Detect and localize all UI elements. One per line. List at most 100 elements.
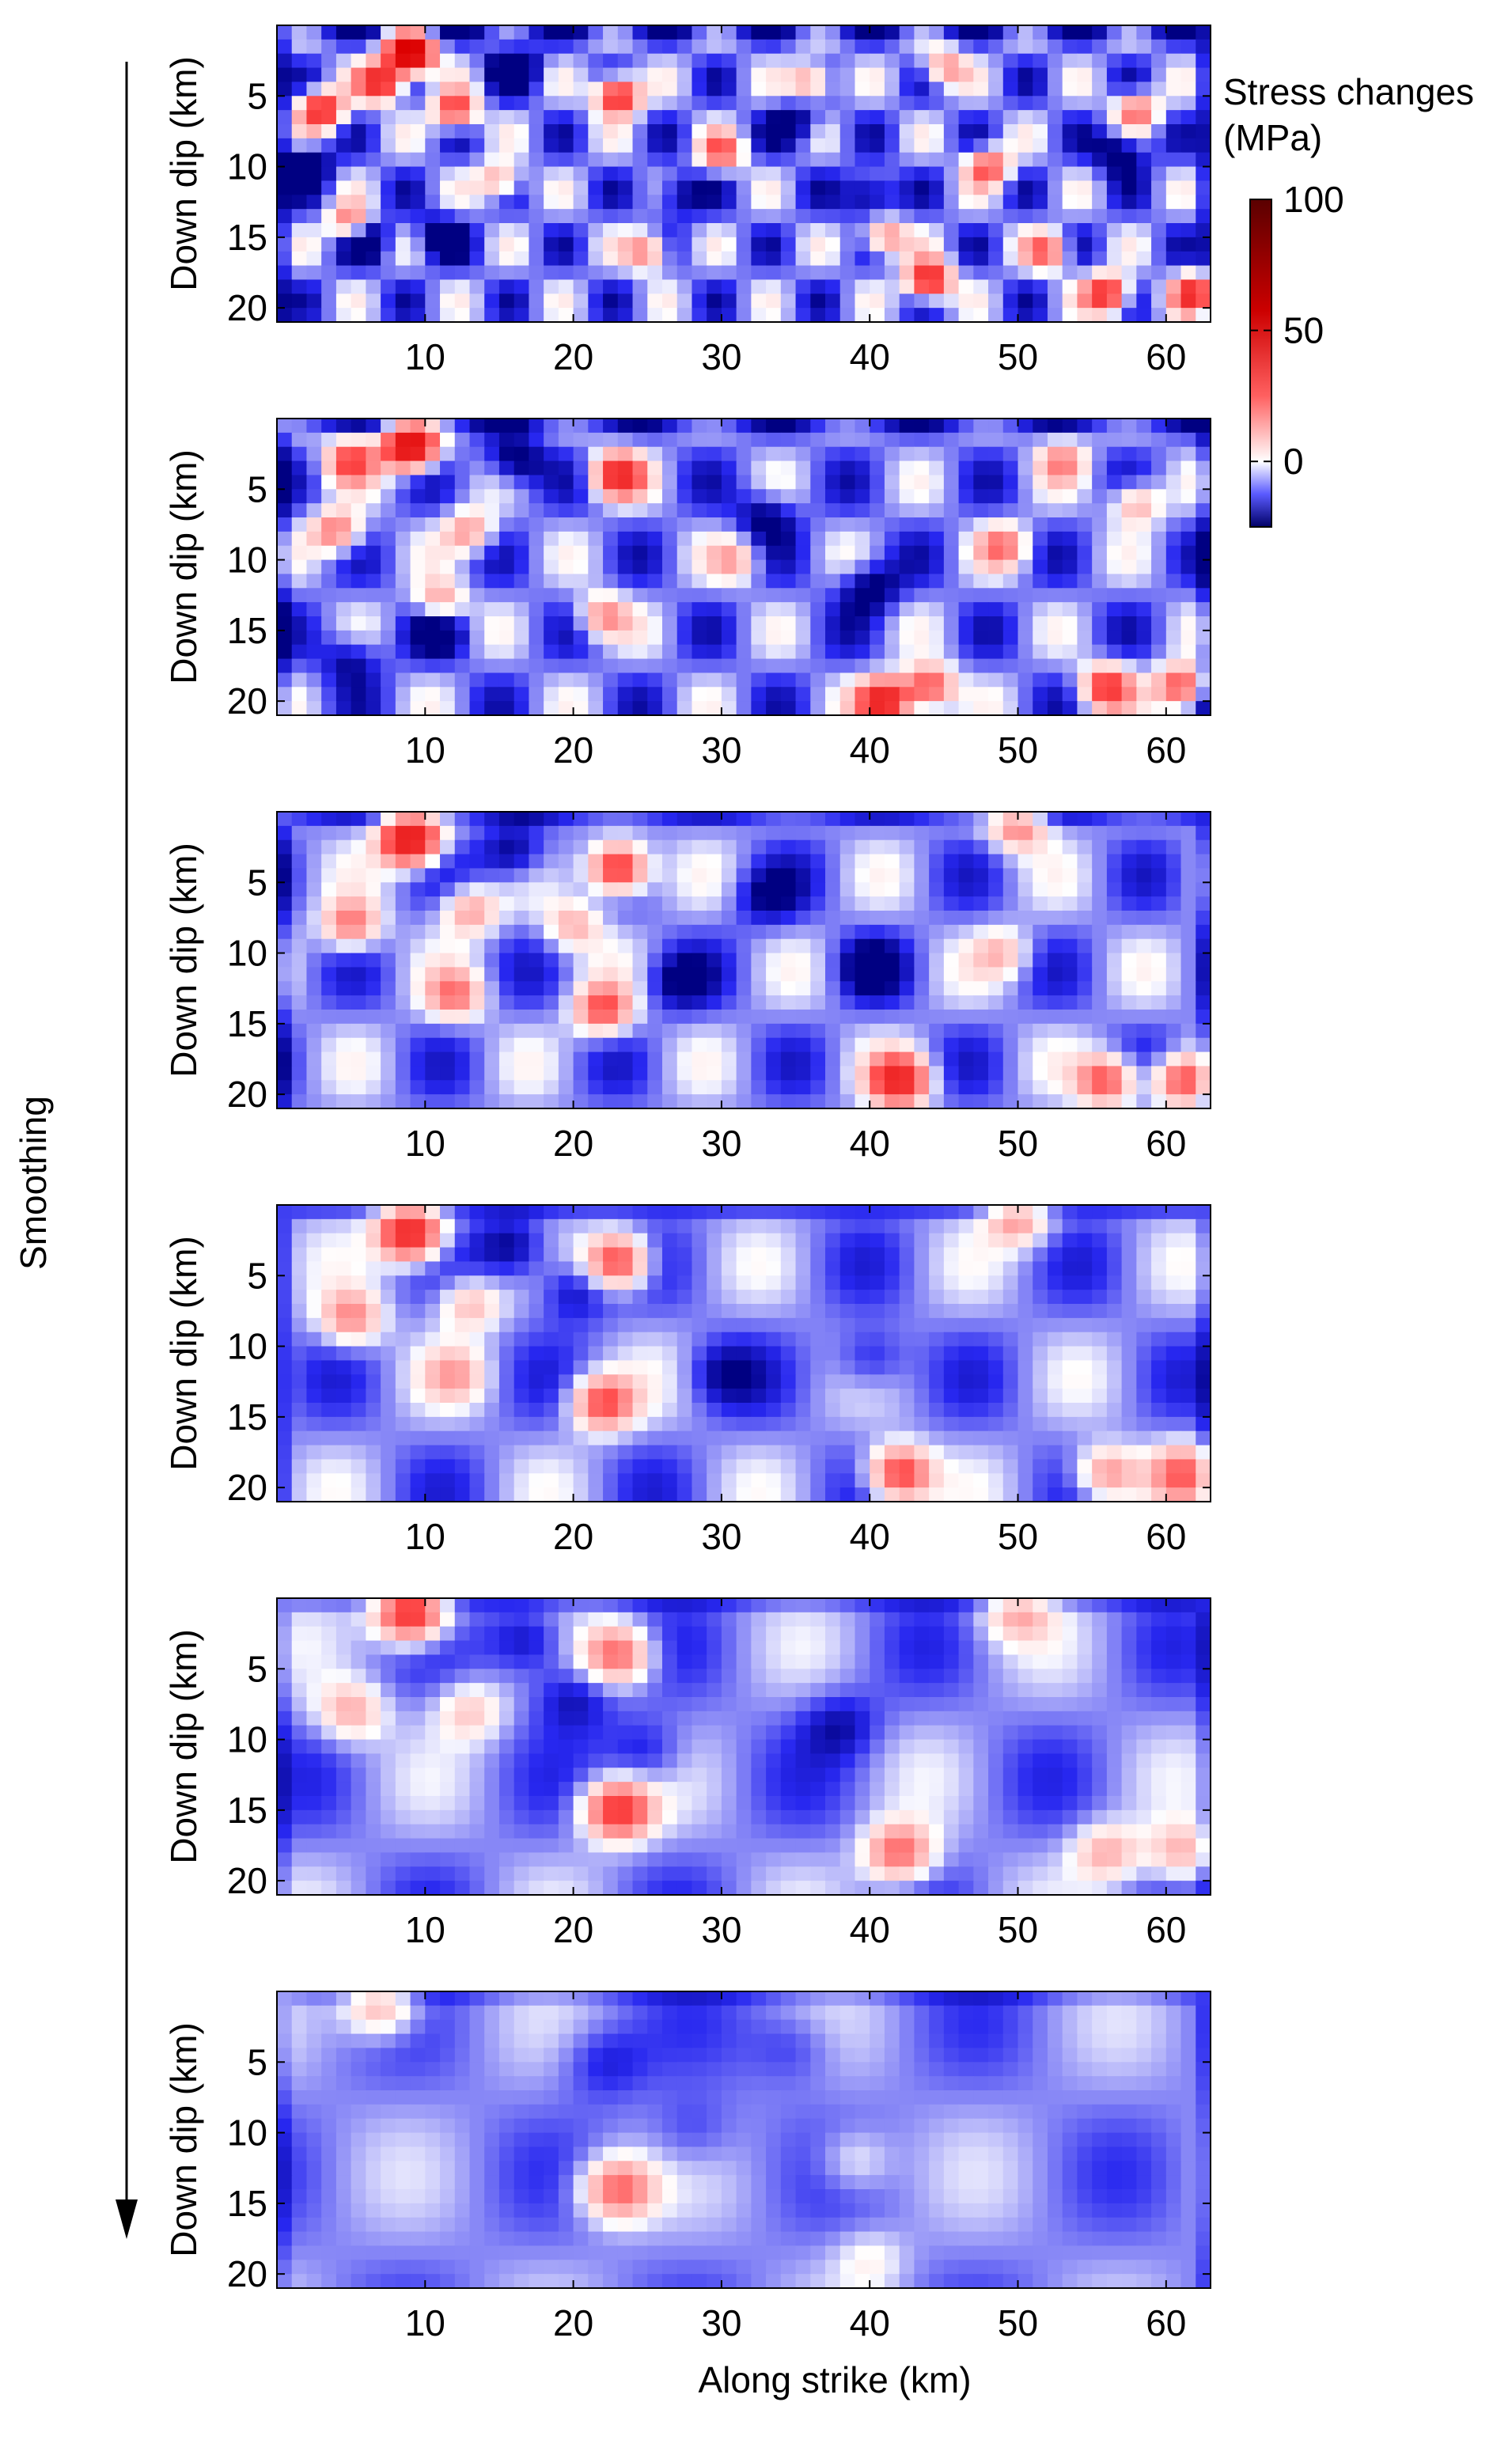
heatmap-cell <box>1136 981 1152 996</box>
heatmap-cell <box>751 588 767 603</box>
heatmap-cell <box>381 446 396 462</box>
heatmap-cell <box>647 981 663 996</box>
heatmap-cell <box>454 279 471 294</box>
heatmap-cell <box>1196 1066 1211 1081</box>
heatmap-cell <box>884 1290 900 1305</box>
heatmap-cell <box>440 138 456 153</box>
heatmap-cell <box>351 1205 366 1220</box>
heatmap-cell <box>943 96 960 111</box>
heatmap-cell <box>1106 574 1123 589</box>
heatmap-cell <box>973 839 989 855</box>
heatmap-cell <box>1062 911 1078 926</box>
heatmap-cell <box>291 124 308 139</box>
heatmap-cell <box>751 1275 767 1290</box>
heatmap-cell <box>277 924 293 940</box>
heatmap-cell <box>707 1304 722 1319</box>
heatmap-cell <box>1033 545 1048 561</box>
heatmap-cell <box>544 503 559 518</box>
heatmap-cell <box>558 223 574 238</box>
heatmap-cell <box>395 209 411 224</box>
heatmap-cell <box>1002 673 1019 688</box>
heatmap-cell <box>647 517 663 532</box>
heatmap-cell <box>395 1403 411 1418</box>
heatmap-cell <box>1136 1332 1152 1347</box>
heatmap-cell <box>335 81 352 97</box>
heatmap-cell <box>573 1290 589 1305</box>
heatmap-cell <box>1017 854 1033 870</box>
heatmap-cell <box>440 1261 456 1276</box>
heatmap-cell <box>1002 294 1019 309</box>
heatmap-cell <box>425 896 441 911</box>
heatmap-cell <box>498 1275 515 1290</box>
heatmap-cell <box>929 67 945 83</box>
heatmap-cell <box>943 602 960 617</box>
heatmap-cell <box>1180 1023 1196 1039</box>
heatmap-cell <box>454 981 471 996</box>
heatmap-cell <box>914 644 930 660</box>
heatmap-cell <box>661 1275 678 1290</box>
heatmap-cell <box>454 825 471 841</box>
heatmap-cell <box>410 630 426 646</box>
heatmap-cell <box>899 1233 915 1248</box>
heatmap-cell <box>335 1066 352 1081</box>
heatmap-cell <box>751 896 767 911</box>
heatmap-cell <box>1165 1290 1182 1305</box>
heatmap-cell <box>306 602 322 617</box>
heatmap-cell <box>929 489 945 504</box>
heatmap-cell <box>1121 432 1137 448</box>
heatmap-cell <box>884 938 900 954</box>
heatmap-cell <box>440 1403 456 1418</box>
heatmap-cell <box>366 812 381 827</box>
heatmap-cell <box>381 432 396 448</box>
heatmap-cell <box>721 854 737 870</box>
heatmap-cell <box>766 839 782 855</box>
heatmap-cell <box>484 67 500 83</box>
heatmap-cell <box>795 1332 811 1347</box>
heatmap-cell <box>440 223 456 238</box>
heatmap-cell <box>1033 124 1048 139</box>
heatmap-cell <box>632 1261 648 1276</box>
heatmap-cell <box>825 503 841 518</box>
heatmap-cell <box>1033 251 1048 267</box>
heatmap-cell <box>1033 180 1048 195</box>
heatmap-cell <box>321 1261 337 1276</box>
heatmap-cell <box>973 1317 989 1333</box>
heatmap-cell <box>306 1332 322 1347</box>
heatmap-cell <box>988 39 1004 55</box>
heatmap-cell <box>870 223 885 238</box>
heatmap-cell <box>1180 981 1196 996</box>
heatmap-cell <box>1196 701 1211 716</box>
heatmap-cell <box>617 1389 634 1404</box>
heatmap-cell <box>498 673 515 688</box>
heatmap-cell <box>558 265 574 281</box>
heatmap-cell <box>914 938 930 954</box>
heatmap-cell <box>335 687 352 702</box>
heatmap-cell <box>335 1317 352 1333</box>
heatmap-cell <box>766 882 782 897</box>
heatmap-cell <box>425 953 441 968</box>
heatmap-cell <box>1180 446 1196 462</box>
heatmap-cell <box>632 882 648 897</box>
colorbar-title-line2: (MPa) <box>1223 117 1322 158</box>
heatmap-cell <box>855 896 870 911</box>
heatmap-cell <box>1092 1374 1108 1389</box>
heatmap-cell <box>1033 531 1048 547</box>
heatmap-cell <box>929 673 945 688</box>
heatmap-cell <box>498 166 515 182</box>
heatmap-cell <box>1165 1037 1182 1053</box>
heatmap-cell <box>513 166 530 182</box>
heatmap-cell <box>692 812 707 827</box>
heatmap-cell <box>617 124 634 139</box>
heatmap-cell <box>529 180 544 195</box>
heatmap-cell <box>973 924 989 940</box>
heatmap-cell <box>603 1346 619 1362</box>
heatmap-cell <box>440 1010 456 1025</box>
heatmap-cell <box>958 1360 974 1375</box>
heatmap-cell <box>544 517 559 532</box>
heatmap-cell <box>661 1389 678 1404</box>
heatmap-cell <box>766 1051 782 1067</box>
heatmap-cell <box>1092 531 1108 547</box>
heatmap-cell <box>1121 1389 1137 1404</box>
heatmap-cell <box>484 1051 500 1067</box>
